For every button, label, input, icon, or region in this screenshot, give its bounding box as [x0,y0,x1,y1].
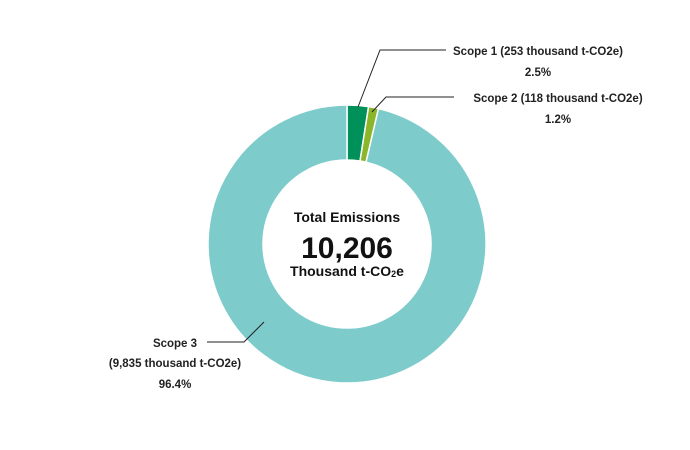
center-unit: Thousand t-CO2e [290,263,404,279]
center-unit-prefix: Thousand t-CO [290,263,391,279]
center-total-value: 10,206 [301,232,393,265]
scope-1-percent-label: 2.5% [525,67,551,79]
scope-3-value-label: (9,835 thousand t-CO2e) [109,358,241,370]
scope-3-percent-label: 96.4% [159,379,192,391]
scope-1-label: Scope 1 (253 thousand t-CO2e) [453,46,623,58]
scope-2-leader-line [371,96,454,113]
scope-1-leader-line [357,49,446,108]
slices-layer [207,104,487,384]
center-title: Total Emissions [294,209,401,225]
scope-2-label: Scope 2 (118 thousand t-CO2e) [473,93,643,105]
scope-3-label: Scope 3 [153,338,197,350]
scope-3-leader-line [207,321,265,343]
center-unit-subscript: 2 [391,269,396,279]
scope-3-slice [207,104,487,384]
scope-2-percent-label: 1.2% [545,114,571,126]
center-unit-suffix: e [396,263,404,279]
